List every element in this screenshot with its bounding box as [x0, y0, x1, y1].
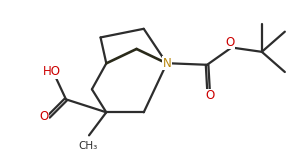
Text: N: N — [162, 57, 171, 70]
Text: O: O — [39, 110, 48, 123]
Text: HO: HO — [42, 65, 61, 78]
Text: CH₃: CH₃ — [78, 141, 97, 151]
Text: O: O — [205, 89, 215, 102]
Text: O: O — [225, 36, 235, 49]
